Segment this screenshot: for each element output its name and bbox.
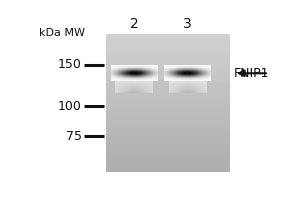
Text: 100: 100 bbox=[58, 100, 82, 113]
Text: 2: 2 bbox=[130, 17, 138, 31]
Text: kDa MW: kDa MW bbox=[39, 28, 85, 38]
Text: 3: 3 bbox=[183, 17, 192, 31]
Text: 150: 150 bbox=[58, 58, 82, 71]
Text: 75: 75 bbox=[66, 130, 82, 143]
Text: FNIP1: FNIP1 bbox=[233, 67, 269, 80]
